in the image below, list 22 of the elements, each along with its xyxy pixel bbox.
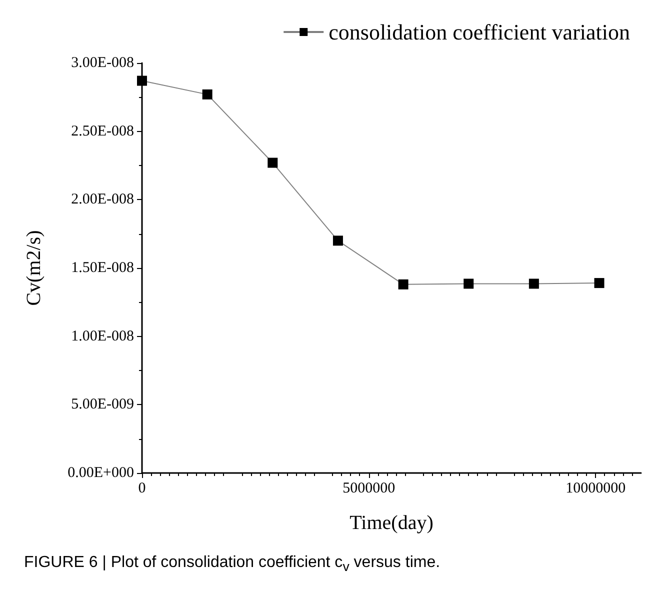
y-tick-label: 2.50E-008 bbox=[71, 123, 134, 140]
y-tick-label: 3.00E-008 bbox=[71, 55, 134, 71]
y-tick-label: 1.00E-008 bbox=[71, 328, 134, 344]
y-tick-label: 2.00E-008 bbox=[71, 192, 134, 208]
x-axis-title: Time(day) bbox=[350, 512, 434, 534]
point bbox=[398, 279, 408, 290]
point bbox=[137, 76, 147, 86]
y-tick-label: 1.50E-008 bbox=[71, 260, 134, 276]
point bbox=[202, 89, 212, 100]
x-tick-label: 10000000 bbox=[566, 480, 626, 496]
y-tick-label: 5.00E-009 bbox=[71, 396, 134, 413]
legend-label: consolidation coefficient variation bbox=[328, 20, 630, 44]
x-tick-label: 5000000 bbox=[342, 480, 396, 496]
y-axis-title: Cv(m2/s) bbox=[23, 230, 45, 306]
point bbox=[594, 278, 604, 288]
point bbox=[332, 236, 343, 246]
point bbox=[528, 278, 539, 289]
x-tick-label: 0 bbox=[138, 480, 146, 496]
y-tick-label: 0.00E+000 bbox=[68, 465, 134, 481]
point bbox=[268, 158, 278, 168]
point bbox=[464, 278, 474, 289]
caption: FIGURE 6 | Plot of consolidation coefficient c$_{v}$ versus time. bbox=[23, 554, 442, 574]
